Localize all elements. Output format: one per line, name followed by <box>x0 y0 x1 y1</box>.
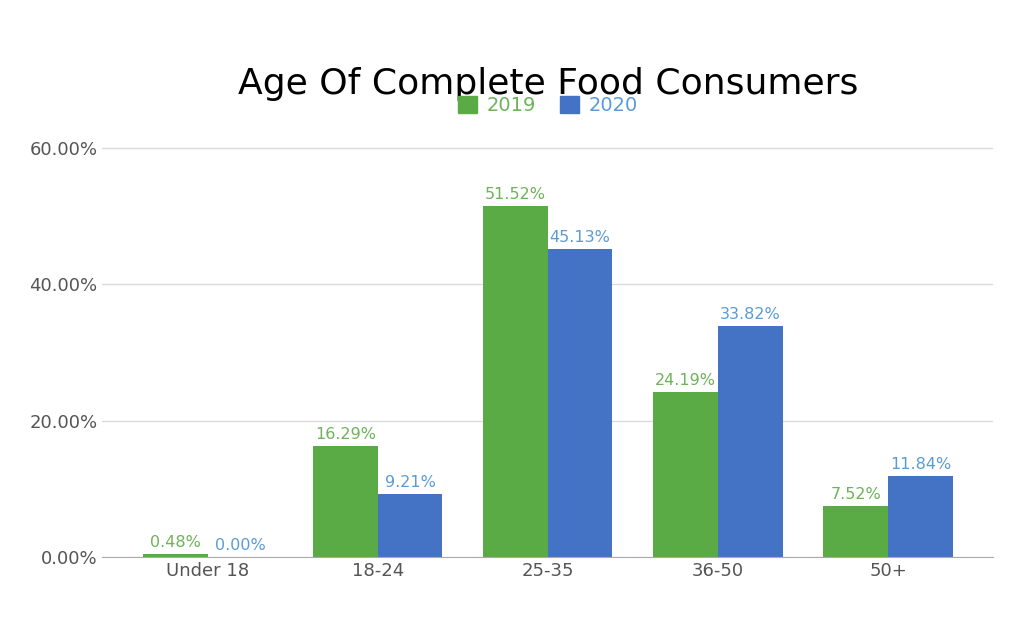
Bar <box>378 494 442 557</box>
Text: 0.00%: 0.00% <box>214 538 265 553</box>
Text: 11.84%: 11.84% <box>890 457 951 472</box>
Text: 33.82%: 33.82% <box>720 308 780 322</box>
Legend: 2019, 2020: 2019, 2020 <box>450 88 646 123</box>
Title: Age Of Complete Food Consumers: Age Of Complete Food Consumers <box>238 68 858 101</box>
Text: 45.13%: 45.13% <box>550 230 610 246</box>
Bar <box>823 506 888 557</box>
Text: 24.19%: 24.19% <box>655 373 716 388</box>
Text: 51.52%: 51.52% <box>485 187 546 202</box>
Text: 7.52%: 7.52% <box>830 487 882 502</box>
Bar <box>718 327 782 557</box>
Text: 0.48%: 0.48% <box>150 535 201 549</box>
Text: 9.21%: 9.21% <box>385 475 435 490</box>
Bar <box>313 446 378 557</box>
Text: 16.29%: 16.29% <box>314 427 376 442</box>
Bar <box>548 249 612 557</box>
Bar <box>143 554 208 557</box>
Bar <box>653 392 718 557</box>
Bar <box>888 476 952 557</box>
Bar <box>483 206 548 557</box>
